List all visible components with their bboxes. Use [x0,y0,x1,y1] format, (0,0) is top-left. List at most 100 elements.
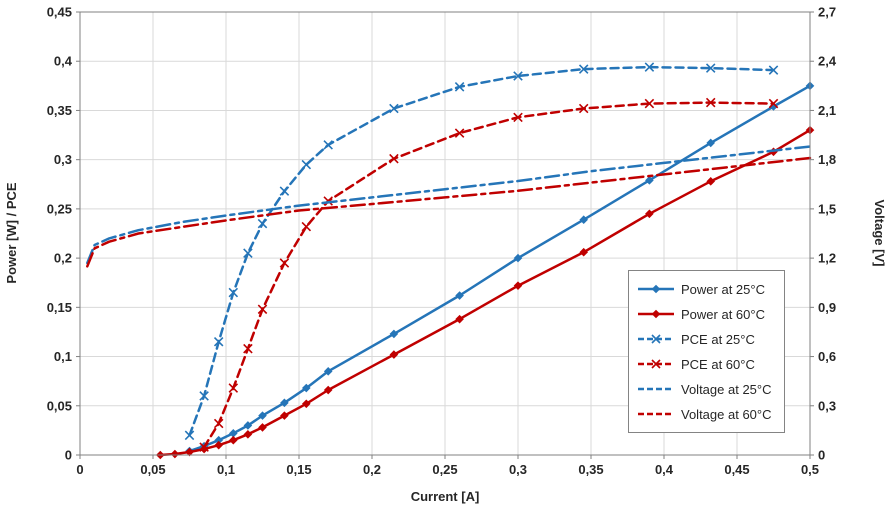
x-marker [454,82,465,92]
x-tick-label: 0,35 [578,462,603,477]
diamond-marker [513,253,523,263]
x-marker [199,442,209,452]
x-marker [323,140,333,150]
diamond-marker [706,177,716,186]
x-marker [651,334,661,344]
diamond-marker [280,411,289,420]
x-marker [389,153,399,164]
diamond-marker [199,444,209,454]
y-right-tick-label: 1,8 [818,152,836,167]
y-right-tick-label: 1,2 [818,251,836,266]
x-marker [228,287,239,298]
x-marker [228,383,239,393]
x-marker [257,218,268,229]
legend-label: Power at 25°C [681,281,765,297]
x-tick-label: 0,45 [724,462,749,477]
x-marker [651,359,661,369]
diamond-marker [455,314,464,324]
x-marker [199,391,209,401]
series-layer [86,62,815,460]
diamond-marker [280,398,289,408]
x-marker [578,103,589,114]
legend-line-sample [638,387,674,391]
x-tick-label: 0,4 [655,462,674,477]
x-marker [705,97,716,108]
diamond-marker [651,284,661,294]
diamond-marker [645,209,654,219]
y-left-tick-label: 0,35 [47,103,72,118]
diamond-marker [185,447,194,457]
legend-label: PCE at 60°C [681,356,755,372]
x-marker [243,248,253,258]
y-right-tick-label: 2,7 [818,5,836,20]
x-marker [644,98,655,109]
x-tick-label: 0,15 [286,462,311,477]
x-marker [301,221,312,232]
y-right-tick-label: 0 [818,448,825,463]
x-tick-label: 0,2 [363,462,381,477]
diamond-marker [258,411,267,420]
x-tick-label: 0,05 [140,462,165,477]
diamond-marker [706,138,716,148]
x-axis-title: Current [A] [411,489,480,504]
legend-label: Voltage at 60°C [681,406,772,422]
x-marker [279,186,290,196]
series-line [188,65,775,437]
x-marker [454,128,465,138]
legend-line-sample [638,334,674,344]
legend-label: Voltage at 25°C [681,381,772,397]
x-marker [513,112,523,123]
x-marker [644,62,655,72]
diamond-marker [302,399,311,409]
y-left-tick-label: 0,4 [54,54,73,69]
y-left-tick-label: 0 [65,448,72,463]
diamond-marker [455,291,464,300]
diamond-marker [579,247,588,257]
legend-label: Power at 60°C [681,306,765,322]
x-marker [389,103,399,114]
legend-item: Power at 25°C [637,278,772,300]
x-marker [768,98,779,109]
legend-line-sample [638,359,674,369]
x-marker [768,65,779,75]
diamond-marker [229,429,238,438]
legend-item: Voltage at 25°C [637,378,772,400]
diamond-marker [302,383,311,393]
series-line [86,156,812,268]
x-tick-label: 0,1 [217,462,235,477]
diamond-marker [389,329,399,339]
diamond-marker [243,430,253,439]
diamond-marker [214,440,223,450]
legend: Power at 25°C Power at 60°C PCE at 25°C PCE… [628,270,785,433]
y-left-tick-label: 0,15 [47,300,72,315]
x-tick-label: 0,5 [801,462,819,477]
x-marker [279,258,290,268]
y-right-tick-label: 2,1 [818,103,836,118]
y-right-tick-label: 2,4 [818,54,837,69]
diamond-marker [769,102,778,111]
diamond-marker [170,449,180,459]
diamond-marker [214,435,223,445]
y-right-tick-label: 0,9 [818,300,836,315]
x-marker [213,337,224,347]
diamond-marker [579,215,588,225]
diamond-marker [651,309,661,319]
x-marker [513,71,523,81]
x-marker [257,304,268,315]
legend-item: PCE at 60°C [637,353,772,375]
y-right-tick-label: 0,6 [818,349,836,364]
legend-item: PCE at 25°C [637,328,772,350]
x-marker [578,64,589,74]
diamond-marker [323,367,333,376]
y-left-tick-label: 0,1 [54,349,72,364]
y-axis-title-right: Voltage [V] [872,200,887,267]
legend-item: Voltage at 60°C [637,403,772,425]
y-axis-title-left: Power [W] / PCE [4,182,19,283]
x-marker [213,418,224,429]
y-right-tick-label: 1,5 [818,201,836,216]
diamond-marker [229,435,238,445]
x-tick-label: 0,3 [509,462,527,477]
diamond-marker [323,385,333,395]
y-left-tick-label: 0,05 [47,398,72,413]
